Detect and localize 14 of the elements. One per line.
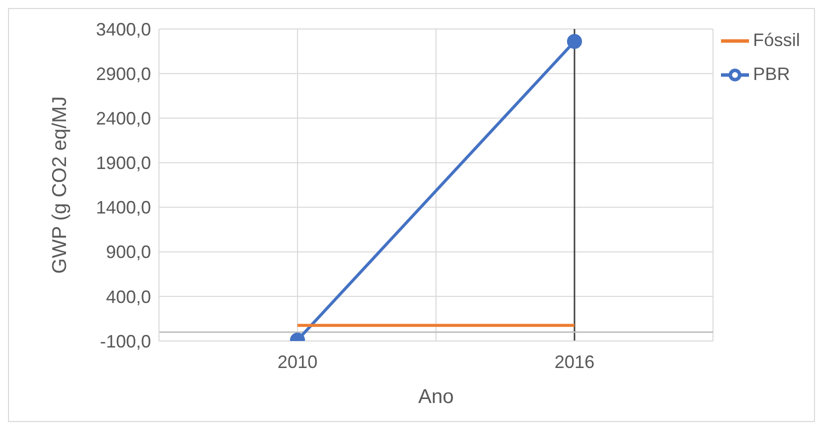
y-tick-label: -100,0 [100, 331, 151, 352]
x-tick-label: 2016 [554, 352, 595, 372]
y-tick-label: 3400,0 [96, 19, 151, 40]
y-tick-label: 900,0 [106, 242, 151, 262]
x-axis-title: Ano [418, 386, 454, 408]
legend-label: Fóssil [752, 30, 800, 50]
y-tick-label: 1400,0 [96, 198, 151, 218]
y-tick-label: 1900,0 [96, 153, 151, 174]
y-tick-label: 400,0 [106, 286, 151, 307]
x-tick-label: 2010 [277, 352, 318, 372]
y-tick-label: 2400,0 [96, 108, 151, 129]
y-tick-label: 2900,0 [96, 64, 151, 84]
y-axis-title: GWP (g CO2 eq/MJ [49, 96, 72, 274]
legend-label: PBR [752, 64, 790, 84]
